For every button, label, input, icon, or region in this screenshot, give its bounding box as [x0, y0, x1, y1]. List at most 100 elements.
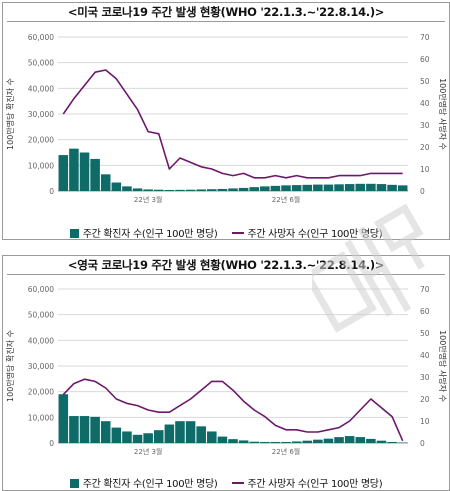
bar: [100, 421, 111, 443]
y-tick-label: 30,000: [28, 362, 54, 371]
bar: [132, 434, 143, 443]
y-tick-label: 40,000: [28, 84, 54, 93]
bar: [196, 189, 206, 191]
legend-bar-swatch: [69, 479, 79, 488]
y2-tick-label: 60: [420, 307, 430, 316]
y2-tick-label: 30: [420, 121, 430, 130]
y-tick-label: 0: [49, 439, 54, 448]
bar: [143, 433, 153, 443]
bar: [260, 441, 270, 443]
bar: [238, 187, 249, 191]
bar: [334, 437, 344, 443]
y2-tick-label: 40: [420, 351, 430, 360]
bar: [313, 439, 323, 443]
bar: [58, 155, 69, 191]
legend-line-swatch: [231, 232, 244, 234]
legend-bar-label: 주간 확진자 수(인구 100만 명당): [82, 229, 218, 240]
chart-title: <영국 코로나19 주간 발생 현황(WHO '22.1.3.~'22.8.14…: [67, 258, 385, 272]
bar: [122, 431, 132, 443]
y-tick-label: 0: [49, 187, 54, 196]
bar: [111, 182, 122, 191]
bar: [366, 438, 376, 443]
bar: [323, 184, 334, 191]
x-tick-label: 22년 6월: [272, 447, 300, 456]
bar: [143, 189, 153, 191]
bar: [58, 394, 69, 443]
y2-axis-label: 100만명당 사망자 수: [438, 78, 448, 150]
bar: [397, 442, 408, 443]
bar: [228, 188, 238, 191]
y2-tick-label: 60: [420, 55, 430, 64]
bar: [185, 421, 196, 443]
bar: [355, 437, 366, 443]
bar: [164, 424, 175, 443]
y2-tick-label: 10: [420, 165, 430, 174]
bar: [90, 416, 100, 443]
x-tick-label: 22년 3월: [134, 195, 162, 204]
bar: [207, 431, 217, 443]
bar: [260, 186, 270, 191]
bar: [281, 185, 291, 191]
bar: [153, 189, 164, 191]
bar: [238, 440, 249, 443]
title-divider: [7, 21, 445, 22]
bar: [302, 440, 313, 443]
bar: [132, 188, 143, 191]
chart-title: <미국 코로나19 주간 발생 현황(WHO '22.1.3.~'22.8.14…: [67, 5, 385, 19]
bar: [355, 183, 366, 191]
y-tick-label: 20,000: [28, 136, 54, 145]
bar: [387, 184, 397, 191]
bar: [196, 426, 206, 443]
legend: 주간 확진자 수(인구 100만 명당) 주간 사망자 수(인구 100만 명당): [3, 225, 449, 240]
y2-tick-label: 10: [420, 417, 430, 426]
bar: [313, 184, 323, 191]
bar: [217, 436, 228, 443]
y2-tick-label: 0: [420, 187, 425, 196]
bar: [228, 439, 238, 443]
bar: [100, 174, 111, 191]
bar: [90, 158, 100, 191]
bar: [217, 188, 228, 191]
bar: [153, 430, 164, 443]
y2-tick-label: 50: [420, 77, 430, 86]
legend-line-label: 주간 사망자 수(인구 100만 명당): [247, 229, 383, 240]
bar: [344, 436, 355, 443]
bar: [249, 187, 259, 191]
death-line: [62, 378, 404, 442]
bar: [291, 185, 302, 191]
us-chart-panel: <미국 코로나19 주간 발생 현황(WHO '22.1.3.~'22.8.14…: [2, 2, 450, 240]
bar: [334, 184, 344, 191]
y2-tick-label: 40: [420, 99, 430, 108]
y-axis-label: 100만명당 확진자 수: [5, 78, 15, 150]
legend-line-swatch: [231, 482, 244, 484]
y-tick-label: 50,000: [28, 311, 54, 320]
bar: [281, 441, 291, 443]
bar: [397, 185, 408, 191]
death-line: [62, 69, 403, 179]
y2-tick-label: 50: [420, 329, 430, 338]
bar: [79, 416, 90, 443]
bar: [366, 183, 376, 191]
uk-chart-panel: <영국 코로나19 주간 발생 현황(WHO '22.1.3.~'22.8.14…: [2, 255, 450, 491]
y-tick-label: 50,000: [28, 59, 54, 68]
bar: [207, 189, 217, 191]
bar: [249, 441, 259, 443]
y-tick-label: 10,000: [28, 413, 54, 422]
bar: [291, 441, 302, 443]
y-tick-label: 40,000: [28, 336, 54, 345]
x-tick-label: 22년 6월: [272, 195, 300, 204]
bar: [387, 441, 397, 443]
bar: [175, 421, 185, 443]
x-tick-label: 22년 3월: [134, 447, 162, 456]
y2-tick-label: 20: [420, 395, 430, 404]
bar: [164, 189, 175, 191]
y2-tick-label: 0: [420, 439, 425, 448]
bar: [270, 185, 281, 191]
bar: [185, 189, 196, 191]
y-axis-label: 100만명당 확진자 수: [5, 330, 15, 402]
bar: [270, 441, 281, 443]
legend: 주간 확진자 수(인구 100만 명당) 주간 사망자 수(인구 100만 명당): [3, 475, 449, 490]
bar: [323, 438, 334, 443]
y2-tick-label: 20: [420, 143, 430, 152]
bar: [122, 186, 132, 191]
